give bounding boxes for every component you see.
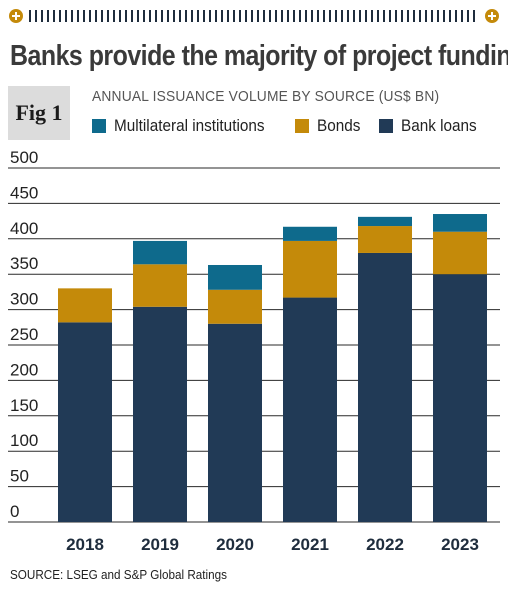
bar-segment-multilateral-institutions-2019 xyxy=(133,240,187,265)
plus-icon-left xyxy=(12,12,20,20)
bar-segment-bank-loans-2023 xyxy=(433,274,487,522)
bar-segment-bank-loans-2020 xyxy=(208,323,262,522)
y-tick-label: 200 xyxy=(10,360,38,379)
legend-swatch-bonds xyxy=(295,119,310,133)
legend-swatch-bank-loans xyxy=(379,119,394,133)
chart-title: Banks provide the majority of project fu… xyxy=(10,40,508,72)
x-tick-label: 2022 xyxy=(366,535,404,554)
legend-item-bonds: Bonds xyxy=(295,116,365,136)
legend-item-multilateral: Multilateral institutions xyxy=(92,116,281,136)
plus-icon-right xyxy=(488,12,496,20)
x-tick-label: 2023 xyxy=(441,535,479,554)
bar-segment-multilateral-institutions-2021 xyxy=(283,226,337,241)
legend-item-bank-loans: Bank loans xyxy=(379,116,485,136)
bar-segment-multilateral-institutions-2023 xyxy=(433,214,487,232)
legend-swatch-multilateral xyxy=(92,119,106,133)
x-tick-label: 2019 xyxy=(141,535,179,554)
x-tick-label: 2018 xyxy=(66,535,104,554)
y-tick-label: 250 xyxy=(10,325,38,344)
bar-segment-bank-loans-2019 xyxy=(133,306,187,522)
y-tick-label: 450 xyxy=(10,183,38,202)
y-tick-label: 500 xyxy=(10,150,38,167)
bar-segment-bonds-2020 xyxy=(208,289,262,324)
chart-subtitle: ANNUAL ISSUANCE VOLUME BY SOURCE (US$ BN… xyxy=(92,88,440,105)
source-note: SOURCE: LSEG and S&P Global Ratings xyxy=(10,567,227,582)
figure-label: Fig 1 xyxy=(15,100,63,125)
legend-label-bonds: Bonds xyxy=(317,116,361,135)
y-tick-label: 400 xyxy=(10,219,38,238)
x-tick-label: 2020 xyxy=(216,535,254,554)
bar-segment-bonds-2018 xyxy=(58,288,112,323)
bar-segment-bonds-2021 xyxy=(283,240,337,298)
y-tick-label: 350 xyxy=(10,254,38,273)
y-tick-label: 300 xyxy=(10,290,38,309)
y-tick-label: 50 xyxy=(10,467,29,486)
bar-segment-multilateral-institutions-2022 xyxy=(358,216,412,227)
figure-label-box: Fig 1 xyxy=(8,86,70,140)
y-tick-label: 100 xyxy=(10,431,38,450)
legend-label-bank-loans: Bank loans xyxy=(401,116,478,135)
bar-segment-bonds-2022 xyxy=(358,226,412,253)
legend-label-multilateral: Multilateral institutions xyxy=(114,116,265,135)
decorative-top-rule xyxy=(9,9,499,23)
bar-segment-bonds-2019 xyxy=(133,264,187,307)
y-tick-label: 150 xyxy=(10,396,38,415)
stacked-bar-chart: 0 50 100 150 200 250 300 350 400 450 500 2018 2019 20… xyxy=(8,150,500,554)
legend: Multilateral institutions Bonds Bank loa… xyxy=(92,116,500,136)
bar-segment-bank-loans-2018 xyxy=(58,322,112,522)
x-tick-label: 2021 xyxy=(291,535,329,554)
bar-segment-multilateral-institutions-2020 xyxy=(208,264,262,290)
bar-segment-bank-loans-2021 xyxy=(283,297,337,522)
bar-segment-bank-loans-2022 xyxy=(358,252,412,522)
bar-segment-bonds-2023 xyxy=(433,231,487,275)
y-tick-label: 0 xyxy=(10,502,19,521)
